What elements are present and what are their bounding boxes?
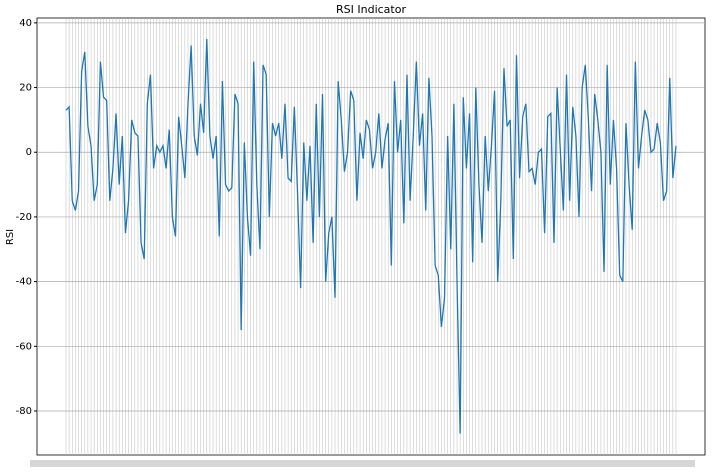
rsi-line bbox=[65, 39, 677, 434]
y-axis-label: RSI bbox=[5, 229, 16, 245]
x-tick-smear bbox=[30, 460, 695, 467]
y-tick-label: -40 bbox=[16, 277, 32, 288]
x-tick-area bbox=[30, 460, 695, 467]
y-tick-label: 40 bbox=[19, 18, 32, 29]
plot-frame bbox=[36, 17, 706, 456]
y-tick-label: -80 bbox=[16, 406, 32, 417]
y-tick-label: -20 bbox=[16, 212, 32, 223]
chart-title: RSI Indicator bbox=[336, 3, 406, 16]
y-tick-label: 0 bbox=[26, 147, 32, 158]
y-tick-label: -60 bbox=[16, 341, 32, 352]
y-tick-label: 20 bbox=[19, 83, 32, 94]
